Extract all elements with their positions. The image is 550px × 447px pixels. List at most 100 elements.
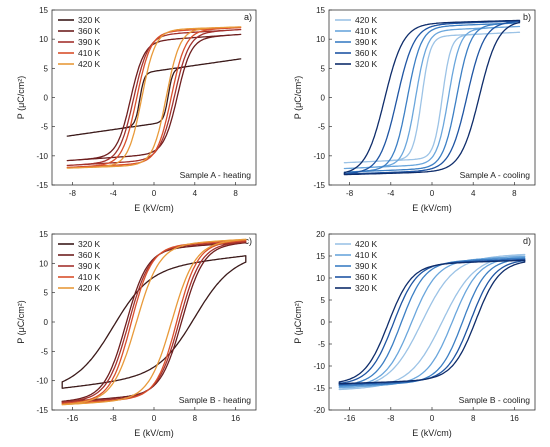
hysteresis-loop-5 <box>66 26 242 169</box>
legend-label: 360 K <box>78 26 101 36</box>
y-tick-label: -10 <box>313 362 325 371</box>
x-axis-label: E (kV/cm) <box>134 203 174 213</box>
y-axis-label: P (μC/cm²) <box>16 300 26 344</box>
legend-label: 320 K <box>78 15 101 25</box>
x-tick-label: 16 <box>231 414 240 423</box>
y-tick-label: 10 <box>39 35 48 44</box>
hysteresis-loop-3 <box>61 240 247 404</box>
x-tick-label: -16 <box>344 414 356 423</box>
legend-label: 390 K <box>355 261 378 271</box>
panel-tag: b) <box>523 12 531 22</box>
y-tick-label: 15 <box>316 6 325 15</box>
x-tick-label: 0 <box>152 189 157 198</box>
legend-label: 410 K <box>78 48 101 58</box>
legend-label: 410 K <box>78 272 101 282</box>
x-tick-label: 8 <box>233 189 238 198</box>
x-tick-label: -16 <box>67 414 79 423</box>
legend-label: 410 K <box>355 26 378 36</box>
x-tick-label: -4 <box>387 189 395 198</box>
hysteresis-loop-1 <box>343 31 521 164</box>
sample-annotation: Sample A - cooling <box>460 170 531 180</box>
y-tick-label: 0 <box>44 318 49 327</box>
y-tick-label: 20 <box>316 230 325 239</box>
legend-label: 420 K <box>355 15 378 25</box>
sample-annotation: Sample B - cooling <box>459 395 531 405</box>
y-tick-label: 15 <box>39 230 48 239</box>
chart-panel-2: -8 -4 0 4 8 -15 -10 -5 0 5 10 15 E (kV/cm) P (μC/cm²)… <box>293 6 536 213</box>
x-tick-label: 0 <box>430 189 435 198</box>
hysteresis-loop-1 <box>66 58 242 137</box>
y-tick-label: -5 <box>318 123 326 132</box>
hysteresis-loop-5 <box>343 19 521 176</box>
y-tick-label: 5 <box>321 64 326 73</box>
x-tick-label: 0 <box>152 414 157 423</box>
hysteresis-loop-4 <box>338 258 526 386</box>
x-tick-label: -4 <box>110 189 118 198</box>
y-tick-label: -5 <box>41 123 49 132</box>
sample-annotation: Sample B - heating <box>179 395 252 405</box>
x-tick-label: 8 <box>512 189 517 198</box>
x-axis-label: E (kV/cm) <box>412 203 452 213</box>
legend-label: 410 K <box>355 250 378 260</box>
y-tick-label: 0 <box>44 94 49 103</box>
legend-label: 390 K <box>355 37 378 47</box>
chart-panel-1: -8 -4 0 4 8 -15 -10 -5 0 5 10 15 E (kV/cm) P (μC/cm²)… <box>16 6 257 213</box>
y-tick-label: -20 <box>313 406 325 415</box>
hysteresis-loop-1 <box>61 255 247 389</box>
y-axis-label: P (μC/cm²) <box>16 76 26 120</box>
y-tick-label: -15 <box>313 384 325 393</box>
y-tick-label: -15 <box>36 181 48 190</box>
y-axis-label: P (μC/cm²) <box>293 76 303 120</box>
hysteresis-loop-4 <box>66 26 242 169</box>
x-axis-label: E (kV/cm) <box>134 428 174 438</box>
hysteresis-loop-2 <box>343 25 521 170</box>
y-tick-label: 0 <box>321 94 326 103</box>
legend-label: 420 K <box>78 283 101 293</box>
x-tick-label: -8 <box>110 414 118 423</box>
y-tick-label: -10 <box>313 152 325 161</box>
x-tick-label: 0 <box>430 414 435 423</box>
hysteresis-loop-1 <box>338 253 526 391</box>
y-tick-label: 0 <box>321 318 326 327</box>
y-tick-label: -15 <box>36 406 48 415</box>
sample-annotation: Sample A - heating <box>180 170 252 180</box>
y-tick-label: -15 <box>313 181 325 190</box>
hysteresis-loop-3 <box>338 257 526 387</box>
legend-label: 420 K <box>78 59 101 69</box>
y-tick-label: 15 <box>39 6 48 15</box>
legend-label: 320 K <box>355 59 378 69</box>
chart-panel-4: -16 -8 0 8 16 -20 -15 -10 -5 0 5 10 15 20 E (kV/cm) P (… <box>293 230 536 438</box>
x-tick-label: 8 <box>471 414 476 423</box>
x-tick-label: -8 <box>387 414 395 423</box>
y-tick-label: -10 <box>36 377 48 386</box>
y-tick-label: 5 <box>44 64 49 73</box>
x-tick-label: 4 <box>471 189 476 198</box>
hysteresis-loop-3 <box>66 28 242 167</box>
x-tick-label: -8 <box>69 189 77 198</box>
y-tick-label: -10 <box>36 152 48 161</box>
panel-tag: d) <box>523 236 531 246</box>
legend-label: 420 K <box>355 239 378 249</box>
panel-tag: c) <box>245 236 253 246</box>
x-axis-label: E (kV/cm) <box>412 428 452 438</box>
panel-tag: a) <box>244 12 252 22</box>
hysteresis-loop-5 <box>61 238 247 406</box>
legend-label: 320 K <box>78 239 101 249</box>
y-tick-label: 5 <box>44 289 49 298</box>
legend-label: 360 K <box>355 272 378 282</box>
y-axis-label: P (μC/cm²) <box>293 300 303 344</box>
chart-panel-3: -16 -8 0 8 16 -15 -10 -5 0 5 10 15 E (kV/cm) P (μC/cm… <box>16 230 257 438</box>
hysteresis-loop-5 <box>338 259 526 385</box>
legend-label: 320 K <box>355 283 378 293</box>
legend-label: 360 K <box>78 250 101 260</box>
y-tick-label: 5 <box>321 296 326 305</box>
hysteresis-loop-2 <box>66 33 242 162</box>
y-tick-label: 10 <box>316 35 325 44</box>
y-tick-label: -5 <box>318 340 326 349</box>
x-tick-label: -8 <box>346 189 354 198</box>
y-tick-label: 10 <box>39 259 48 268</box>
y-tick-label: -5 <box>41 347 49 356</box>
x-tick-label: 4 <box>193 189 198 198</box>
legend-label: 390 K <box>78 37 101 47</box>
